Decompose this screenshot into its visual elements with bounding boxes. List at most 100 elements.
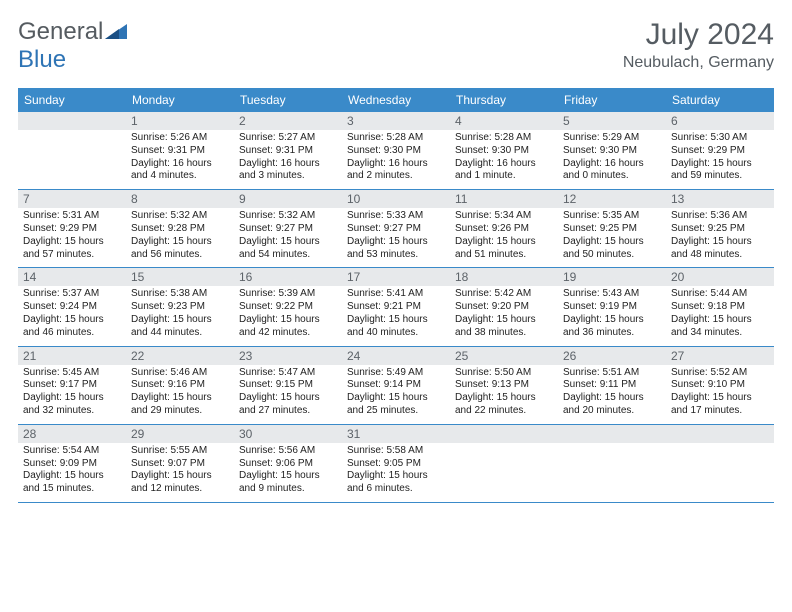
day-number: 7 xyxy=(18,190,126,208)
info-sunset: Sunset: 9:30 PM xyxy=(455,145,553,158)
info-daylight2: and 54 minutes. xyxy=(239,249,337,262)
day-number: 3 xyxy=(342,112,450,130)
info-sunset: Sunset: 9:06 PM xyxy=(239,458,337,471)
day-number: 6 xyxy=(666,112,774,130)
day-cell: 20Sunrise: 5:44 AMSunset: 9:18 PMDayligh… xyxy=(666,268,774,346)
info-daylight2: and 32 minutes. xyxy=(23,405,121,418)
info-sunset: Sunset: 9:26 PM xyxy=(455,223,553,236)
day-number: 19 xyxy=(558,268,666,286)
info-sunset: Sunset: 9:30 PM xyxy=(563,145,661,158)
info-sunrise: Sunrise: 5:26 AM xyxy=(131,132,229,145)
month-title: July 2024 xyxy=(623,18,774,52)
info-sunrise: Sunrise: 5:33 AM xyxy=(347,210,445,223)
day-number: 2 xyxy=(234,112,342,130)
info-daylight2: and 25 minutes. xyxy=(347,405,445,418)
info-daylight1: Daylight: 15 hours xyxy=(563,314,661,327)
info-daylight1: Daylight: 15 hours xyxy=(671,236,769,249)
info-daylight1: Daylight: 16 hours xyxy=(239,158,337,171)
info-sunrise: Sunrise: 5:39 AM xyxy=(239,288,337,301)
info-daylight1: Daylight: 15 hours xyxy=(23,392,121,405)
day-number: 15 xyxy=(126,268,234,286)
day-number: 9 xyxy=(234,190,342,208)
weekday-header: Saturday xyxy=(666,88,774,112)
weekday-header: Tuesday xyxy=(234,88,342,112)
info-daylight1: Daylight: 16 hours xyxy=(455,158,553,171)
info-sunrise: Sunrise: 5:34 AM xyxy=(455,210,553,223)
info-sunset: Sunset: 9:29 PM xyxy=(23,223,121,236)
info-sunrise: Sunrise: 5:56 AM xyxy=(239,445,337,458)
day-info: Sunrise: 5:32 AMSunset: 9:27 PMDaylight:… xyxy=(234,208,342,267)
day-cell: 29Sunrise: 5:55 AMSunset: 9:07 PMDayligh… xyxy=(126,424,234,502)
info-sunset: Sunset: 9:24 PM xyxy=(23,301,121,314)
day-cell: 11Sunrise: 5:34 AMSunset: 9:26 PMDayligh… xyxy=(450,190,558,268)
weekday-header: Monday xyxy=(126,88,234,112)
day-info: Sunrise: 5:56 AMSunset: 9:06 PMDaylight:… xyxy=(234,443,342,502)
day-number: 12 xyxy=(558,190,666,208)
info-daylight2: and 59 minutes. xyxy=(671,170,769,183)
info-daylight2: and 34 minutes. xyxy=(671,327,769,340)
info-sunrise: Sunrise: 5:49 AM xyxy=(347,367,445,380)
day-cell: 26Sunrise: 5:51 AMSunset: 9:11 PMDayligh… xyxy=(558,346,666,424)
info-sunset: Sunset: 9:13 PM xyxy=(455,379,553,392)
day-cell: . xyxy=(666,424,774,502)
day-info: Sunrise: 5:55 AMSunset: 9:07 PMDaylight:… xyxy=(126,443,234,502)
day-info: Sunrise: 5:34 AMSunset: 9:26 PMDaylight:… xyxy=(450,208,558,267)
day-number: 28 xyxy=(18,425,126,443)
info-sunrise: Sunrise: 5:50 AM xyxy=(455,367,553,380)
day-info xyxy=(666,443,774,499)
logo-part2: Blue xyxy=(18,46,66,73)
day-cell: 18Sunrise: 5:42 AMSunset: 9:20 PMDayligh… xyxy=(450,268,558,346)
day-info: Sunrise: 5:35 AMSunset: 9:25 PMDaylight:… xyxy=(558,208,666,267)
info-sunrise: Sunrise: 5:30 AM xyxy=(671,132,769,145)
day-info: Sunrise: 5:43 AMSunset: 9:19 PMDaylight:… xyxy=(558,286,666,345)
week-row: 21Sunrise: 5:45 AMSunset: 9:17 PMDayligh… xyxy=(18,346,774,424)
day-number: 21 xyxy=(18,347,126,365)
info-sunrise: Sunrise: 5:45 AM xyxy=(23,367,121,380)
logo: GeneralBlue xyxy=(18,18,127,74)
info-sunset: Sunset: 9:07 PM xyxy=(131,458,229,471)
week-row: 7Sunrise: 5:31 AMSunset: 9:29 PMDaylight… xyxy=(18,190,774,268)
info-sunrise: Sunrise: 5:28 AM xyxy=(455,132,553,145)
day-cell: 2Sunrise: 5:27 AMSunset: 9:31 PMDaylight… xyxy=(234,112,342,190)
info-sunset: Sunset: 9:21 PM xyxy=(347,301,445,314)
info-daylight2: and 53 minutes. xyxy=(347,249,445,262)
day-cell: 6Sunrise: 5:30 AMSunset: 9:29 PMDaylight… xyxy=(666,112,774,190)
title-group: July 2024 Neubulach, Germany xyxy=(623,18,774,72)
day-info: Sunrise: 5:31 AMSunset: 9:29 PMDaylight:… xyxy=(18,208,126,267)
info-daylight1: Daylight: 15 hours xyxy=(131,392,229,405)
day-info: Sunrise: 5:49 AMSunset: 9:14 PMDaylight:… xyxy=(342,365,450,424)
info-sunset: Sunset: 9:22 PM xyxy=(239,301,337,314)
day-number: 31 xyxy=(342,425,450,443)
weekday-header: Friday xyxy=(558,88,666,112)
day-number: 26 xyxy=(558,347,666,365)
info-sunrise: Sunrise: 5:38 AM xyxy=(131,288,229,301)
day-cell: 21Sunrise: 5:45 AMSunset: 9:17 PMDayligh… xyxy=(18,346,126,424)
day-number: 8 xyxy=(126,190,234,208)
info-sunrise: Sunrise: 5:54 AM xyxy=(23,445,121,458)
info-daylight1: Daylight: 15 hours xyxy=(671,158,769,171)
day-info xyxy=(450,443,558,499)
day-info: Sunrise: 5:50 AMSunset: 9:13 PMDaylight:… xyxy=(450,365,558,424)
info-daylight1: Daylight: 15 hours xyxy=(131,236,229,249)
info-daylight2: and 20 minutes. xyxy=(563,405,661,418)
info-sunrise: Sunrise: 5:41 AM xyxy=(347,288,445,301)
day-cell: 1Sunrise: 5:26 AMSunset: 9:31 PMDaylight… xyxy=(126,112,234,190)
info-sunset: Sunset: 9:31 PM xyxy=(239,145,337,158)
day-info: Sunrise: 5:28 AMSunset: 9:30 PMDaylight:… xyxy=(342,130,450,189)
header: GeneralBlue July 2024 Neubulach, Germany xyxy=(18,18,774,74)
day-info: Sunrise: 5:32 AMSunset: 9:28 PMDaylight:… xyxy=(126,208,234,267)
info-daylight1: Daylight: 15 hours xyxy=(563,392,661,405)
info-daylight2: and 4 minutes. xyxy=(131,170,229,183)
day-number: 22 xyxy=(126,347,234,365)
info-daylight1: Daylight: 15 hours xyxy=(239,314,337,327)
week-row: 28Sunrise: 5:54 AMSunset: 9:09 PMDayligh… xyxy=(18,424,774,502)
day-cell: 5Sunrise: 5:29 AMSunset: 9:30 PMDaylight… xyxy=(558,112,666,190)
location: Neubulach, Germany xyxy=(623,54,774,72)
day-number: 11 xyxy=(450,190,558,208)
day-number: 14 xyxy=(18,268,126,286)
info-daylight1: Daylight: 16 hours xyxy=(347,158,445,171)
info-sunrise: Sunrise: 5:28 AM xyxy=(347,132,445,145)
info-daylight2: and 9 minutes. xyxy=(239,483,337,496)
day-info: Sunrise: 5:36 AMSunset: 9:25 PMDaylight:… xyxy=(666,208,774,267)
info-sunrise: Sunrise: 5:31 AM xyxy=(23,210,121,223)
